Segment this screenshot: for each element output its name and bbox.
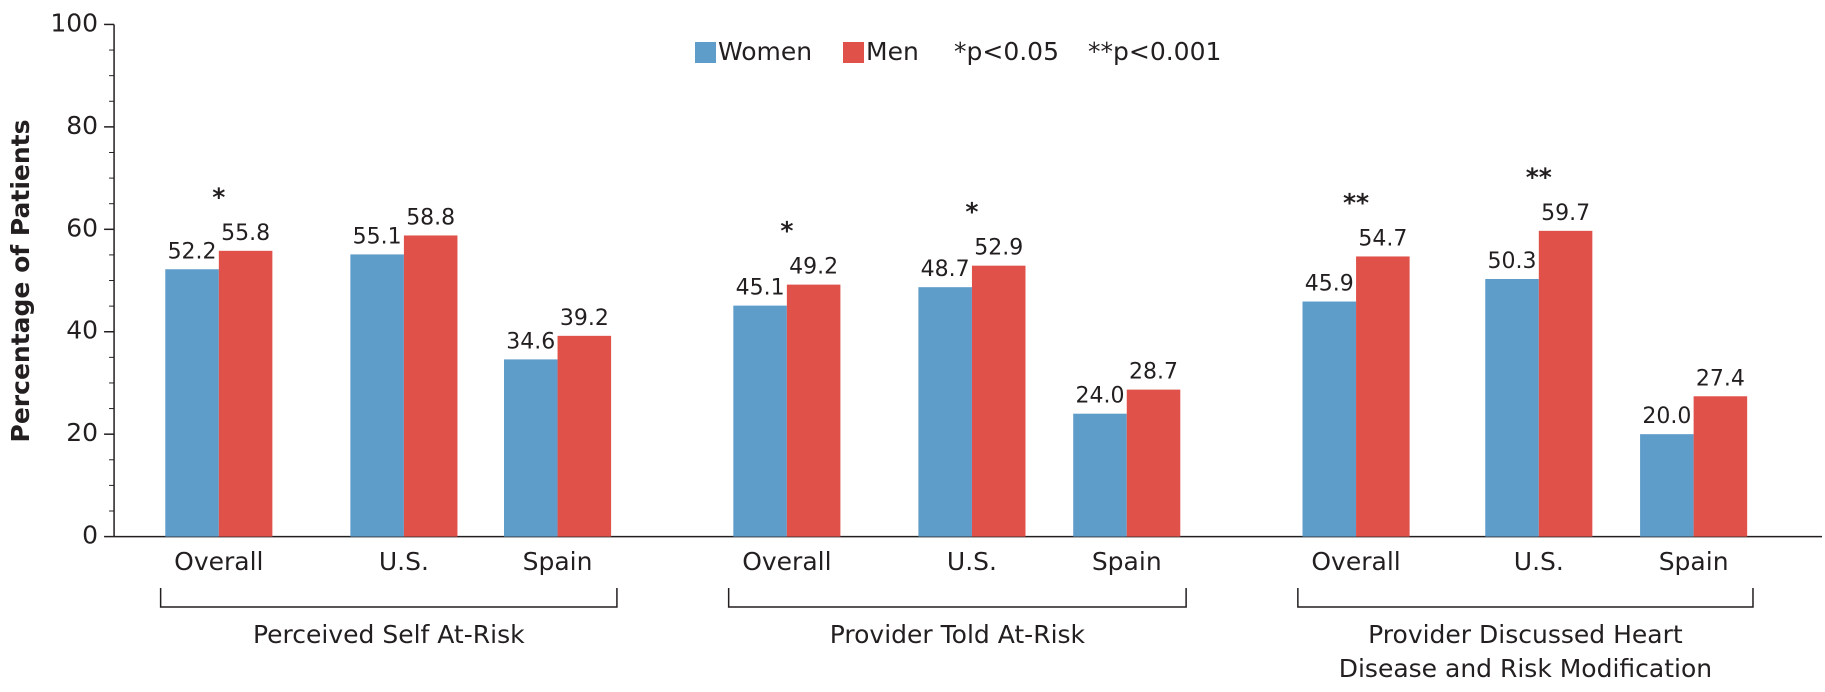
bar bbox=[350, 254, 404, 537]
x-tick-label: Overall bbox=[742, 547, 831, 576]
bar bbox=[1538, 230, 1593, 537]
bar bbox=[1356, 256, 1410, 537]
group-bracket bbox=[159, 588, 618, 608]
value-label: 50.3 bbox=[1488, 249, 1537, 274]
bar bbox=[1302, 301, 1357, 537]
value-label: 49.2 bbox=[789, 255, 838, 280]
bar bbox=[786, 284, 841, 537]
value-label: 28.7 bbox=[1129, 360, 1178, 385]
value-label: 20.0 bbox=[1642, 404, 1691, 429]
group-bracket bbox=[727, 588, 1187, 608]
group-label: Provider Discussed Heart bbox=[1368, 620, 1683, 649]
significance-marker: ** bbox=[1343, 188, 1369, 217]
legend-swatch bbox=[695, 42, 716, 63]
y-tick-label: 40 bbox=[66, 316, 98, 345]
y-tick-label: 60 bbox=[66, 213, 98, 242]
x-tick-label: U.S. bbox=[947, 547, 997, 576]
significance-marker: ** bbox=[1526, 163, 1552, 192]
value-label: 39.2 bbox=[560, 306, 609, 331]
legend-swatch bbox=[843, 42, 864, 63]
significance-marker: * bbox=[780, 217, 793, 246]
value-label: 45.9 bbox=[1305, 272, 1354, 297]
x-tick-label: Overall bbox=[1311, 547, 1400, 576]
legend-label: Women bbox=[718, 37, 812, 66]
bar bbox=[1693, 396, 1748, 537]
bar bbox=[733, 305, 787, 537]
bar bbox=[218, 250, 273, 537]
significance-marker: * bbox=[212, 183, 225, 212]
bar bbox=[504, 359, 558, 537]
significance-marker: * bbox=[965, 198, 978, 227]
x-tick-label: U.S. bbox=[379, 547, 429, 576]
value-label: 59.7 bbox=[1541, 201, 1590, 226]
bar bbox=[165, 269, 219, 537]
bar bbox=[1126, 389, 1181, 537]
value-label: 58.8 bbox=[406, 205, 455, 230]
value-label: 48.7 bbox=[921, 257, 970, 282]
x-tick-label: Overall bbox=[174, 547, 263, 576]
bar bbox=[918, 287, 972, 537]
group-label: Perceived Self At-Risk bbox=[253, 620, 525, 649]
bar bbox=[1640, 434, 1694, 537]
bar bbox=[557, 335, 612, 537]
value-label: 55.1 bbox=[353, 224, 402, 249]
bar bbox=[403, 235, 458, 537]
y-tick-label: 0 bbox=[82, 521, 98, 550]
y-tick-label: 100 bbox=[50, 8, 98, 37]
legend-note: **p<0.001 bbox=[1088, 37, 1221, 66]
value-label: 52.9 bbox=[974, 236, 1023, 261]
value-label: 24.0 bbox=[1075, 384, 1124, 409]
value-label: 45.1 bbox=[736, 276, 785, 301]
y-axis-label: Percentage of Patients bbox=[6, 120, 35, 443]
bar bbox=[971, 265, 1026, 537]
group-label: Disease and Risk Modification bbox=[1339, 654, 1712, 683]
x-tick-label: Spain bbox=[523, 547, 593, 576]
value-label: 34.6 bbox=[506, 329, 555, 354]
value-label: 52.2 bbox=[168, 239, 217, 264]
x-tick-label: U.S. bbox=[1514, 547, 1564, 576]
x-tick-label: Spain bbox=[1092, 547, 1162, 576]
value-label: 55.8 bbox=[221, 221, 270, 246]
legend-note: *p<0.05 bbox=[954, 37, 1059, 66]
y-tick-label: 20 bbox=[66, 418, 98, 447]
group-bracket bbox=[1297, 588, 1754, 608]
x-tick-label: Spain bbox=[1659, 547, 1729, 576]
value-label: 54.7 bbox=[1358, 226, 1407, 251]
bar bbox=[1073, 413, 1127, 537]
bar bbox=[1485, 278, 1539, 537]
group-label: Provider Told At-Risk bbox=[830, 620, 1086, 649]
legend-label: Men bbox=[866, 37, 919, 66]
y-tick-label: 80 bbox=[66, 111, 98, 140]
value-label: 27.4 bbox=[1696, 366, 1745, 391]
